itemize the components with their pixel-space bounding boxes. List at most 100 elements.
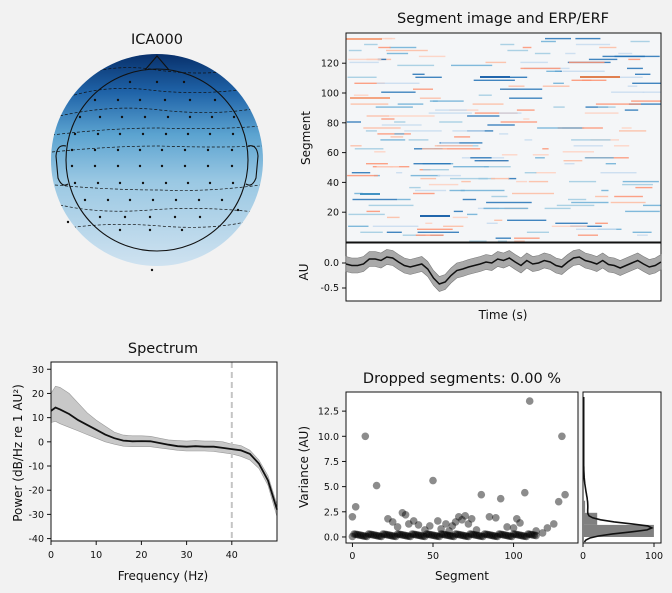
dropped-axes [345, 391, 579, 544]
variance-point [397, 530, 405, 539]
segment-stripe [380, 139, 406, 141]
variance-point [372, 531, 381, 540]
dropped-xtick: 100 [504, 551, 522, 562]
segment-stripe [614, 145, 630, 147]
segment-stripe [480, 76, 510, 78]
variance-point [442, 520, 450, 528]
topomap-title: ICA000 [131, 32, 183, 48]
segment-stripe [443, 225, 464, 227]
segment-stripe [396, 198, 411, 201]
segment-stripe [348, 225, 369, 227]
variance-point [403, 532, 412, 540]
segment-stripe [384, 37, 396, 40]
segment-stripe [584, 157, 614, 159]
variance-point [482, 530, 491, 539]
segment-ytick: 60 [327, 148, 339, 159]
sensor-dot [206, 164, 210, 168]
variance-point [487, 531, 495, 539]
segment-stripe [643, 204, 661, 207]
segment-stripe [412, 73, 425, 75]
variance-point [380, 530, 389, 539]
segment-stripe [571, 201, 609, 204]
variance-point [455, 530, 463, 539]
variance-point [429, 531, 437, 539]
segment-stripe [542, 85, 570, 87]
segment-stripe [500, 121, 538, 123]
topomap-field [51, 54, 263, 266]
sensor-dot [123, 215, 127, 219]
variance-point [426, 530, 434, 539]
segment-stripe [532, 154, 549, 156]
sensor-dot [148, 228, 152, 232]
segment-stripe [451, 64, 493, 67]
variance-point [509, 530, 518, 538]
segment-stripe [605, 163, 616, 165]
segment-stripe [571, 139, 611, 141]
sensor-dot [70, 164, 74, 168]
segment-stripe [387, 216, 400, 219]
variance-point [463, 532, 471, 540]
segment-stripe [575, 43, 611, 46]
sensor-dot [206, 148, 210, 152]
left-ear [55, 145, 69, 186]
segment-stripe [507, 219, 547, 221]
segment-stripe [352, 198, 397, 201]
segment-stripe [354, 148, 384, 150]
variance-point [400, 531, 408, 539]
segment-stripe [353, 94, 369, 96]
segment-stripe [360, 231, 383, 233]
variance-point [530, 531, 539, 539]
variance-point [359, 532, 368, 540]
sensor-dot [151, 198, 155, 202]
segment-stripe [428, 112, 472, 114]
segment-stripe [366, 210, 380, 213]
variance-point [377, 532, 386, 541]
sensor-dot [174, 198, 178, 202]
segment-stripe [500, 88, 543, 90]
segment-stripe [588, 58, 618, 61]
segment-stripe [508, 85, 525, 87]
segment-stripe [419, 97, 441, 99]
segment-stripe [415, 76, 442, 78]
segment-stripe [354, 192, 363, 195]
variance-point [432, 532, 441, 540]
segment-stripe [346, 121, 361, 123]
variance-point [405, 532, 413, 540]
segment-stripe [575, 37, 601, 40]
segment-stripe [376, 166, 400, 168]
segment-stripe [394, 121, 406, 123]
segment-stripe [535, 157, 545, 159]
segment-stripe [453, 166, 489, 168]
sensor-dot [164, 181, 168, 185]
variance-point [501, 531, 510, 539]
variance-point [464, 520, 473, 528]
sensor-dot [155, 80, 159, 84]
sensor-dot [141, 181, 145, 185]
segment-stripe [452, 130, 485, 132]
segment-stripe [413, 163, 451, 165]
segment-stripe [577, 234, 598, 236]
segment-stripe [580, 76, 620, 78]
variance-point [379, 530, 387, 538]
segment-stripe [364, 43, 378, 46]
segment-stripe [485, 61, 507, 64]
sensor-dot [166, 115, 170, 119]
variance-point [409, 517, 418, 525]
segment-stripe [624, 109, 639, 111]
variance-point [426, 522, 434, 530]
segment-stripe [576, 228, 617, 230]
variance-kde [582, 397, 654, 543]
segment-stripe [556, 204, 595, 207]
variance-point [445, 531, 453, 540]
variance-point [398, 509, 407, 517]
segment-stripe [507, 49, 529, 52]
segment-stripe [627, 67, 643, 70]
segment-stripe [565, 52, 576, 55]
segment-stripe [499, 112, 522, 114]
spectrum-mean-line [50, 406, 278, 510]
variance-point [385, 531, 394, 539]
segment-stripe [553, 106, 565, 108]
hist-bar [583, 500, 586, 513]
segment-stripe [595, 195, 609, 198]
variance-point [351, 530, 360, 539]
